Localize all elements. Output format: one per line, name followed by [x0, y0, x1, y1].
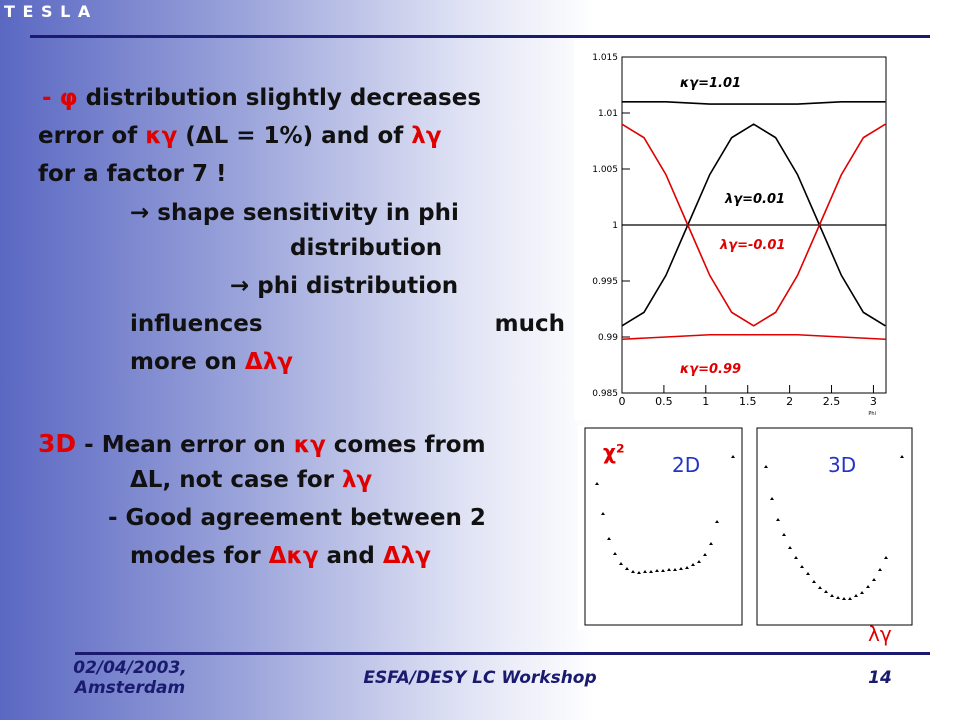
footer-rule [75, 652, 930, 655]
y-tick-label: 0.99 [598, 333, 618, 343]
y-tick-label: 1 [612, 221, 618, 231]
text: (ΔL = 1%) and of [177, 123, 412, 149]
x-tick-label: 1.5 [739, 395, 757, 408]
text: Δκγ [268, 543, 319, 569]
series-label: λγ=-0.01 [719, 238, 785, 253]
text-line: - φ distribution slightly decreases [42, 85, 481, 111]
text: φ [59, 85, 78, 111]
series-line [621, 333, 886, 341]
small-plot-ylabel: χ² [603, 440, 625, 464]
text: κγ [145, 123, 178, 149]
text: λγ [411, 123, 442, 149]
text-line: modes for Δκγ and Δλγ [130, 543, 431, 569]
text: more on [130, 349, 245, 375]
text: influences [130, 311, 263, 337]
y-tick-label: 1.015 [592, 53, 618, 63]
small-plot-label: 2D [672, 453, 700, 477]
text-line: ΔL, not case for λγ [130, 467, 372, 493]
text: and [318, 543, 383, 569]
header-rule [30, 35, 930, 38]
text: Amsterdam [74, 678, 186, 698]
small-plot-background [578, 425, 918, 630]
small-plot-frame [756, 427, 913, 626]
series-label: κγ=1.01 [680, 76, 741, 91]
x-tick-label: 0.5 [655, 395, 673, 408]
series-line [622, 101, 886, 105]
series-label: κγ=0.99 [680, 362, 741, 377]
small-plot-frame [584, 427, 743, 626]
text: Δλγ [244, 349, 293, 375]
x-tick-label: 2 [786, 395, 793, 408]
text-line: influences much [130, 311, 565, 337]
text-line: → phi distribution [230, 273, 458, 299]
text: Δλγ [382, 543, 431, 569]
text: ΔL, not case for [130, 467, 342, 493]
text-line: - Good agreement between 2 [108, 505, 486, 531]
text: comes from [325, 432, 486, 458]
text-line: for a factor 7 ! [38, 161, 227, 187]
text: for a factor 7 ! [38, 161, 227, 187]
text: distribution slightly decreases [77, 85, 482, 111]
x-axis-label: Phi [868, 411, 876, 417]
text: 02/04/2003, [73, 658, 187, 678]
y-tick-label: 0.985 [592, 389, 618, 399]
brand: T E S L A [4, 2, 92, 21]
y-tick-label: 0.995 [592, 277, 618, 287]
series-line [621, 123, 886, 327]
text: κγ [293, 432, 326, 458]
text-line: distribution [290, 235, 442, 261]
footer-date: 02/04/2003, Amsterdam [40, 658, 220, 698]
text: modes for [130, 543, 269, 569]
text: distribution [290, 235, 443, 261]
text-line: error of κγ (ΔL = 1%) and of λγ [38, 123, 442, 149]
text-line: → shape sensitivity in phi [130, 200, 459, 226]
text: λγ [342, 467, 373, 493]
text: 3D [38, 429, 77, 458]
footer-page: 14 [868, 668, 892, 688]
text-line: 3D - Mean error on κγ comes from [38, 429, 486, 458]
x-tick-label: 3 [870, 395, 877, 408]
text: → shape sensitivity in phi [130, 200, 459, 226]
text: error of [38, 123, 146, 149]
text: - Good agreement between 2 [108, 505, 486, 531]
footer-event: ESFA/DESY LC Workshop [363, 668, 597, 688]
text: much [494, 311, 565, 337]
y-tick-label: 1.005 [592, 165, 618, 175]
small-plot-label: 3D [828, 453, 856, 477]
text-line: more on Δλγ [130, 349, 293, 375]
text: - Mean error on [76, 432, 294, 458]
y-tick-label: 1.01 [598, 109, 618, 119]
x-tick-label: 1 [702, 395, 709, 408]
series-label: λγ=0.01 [724, 192, 785, 207]
text: - [42, 85, 60, 111]
x-tick-label: 2.5 [823, 395, 841, 408]
x-tick-label: 0 [619, 395, 626, 408]
series-line [621, 123, 886, 327]
small-plot-xlabel: λγ [868, 622, 892, 646]
text: → phi distribution [230, 273, 459, 299]
